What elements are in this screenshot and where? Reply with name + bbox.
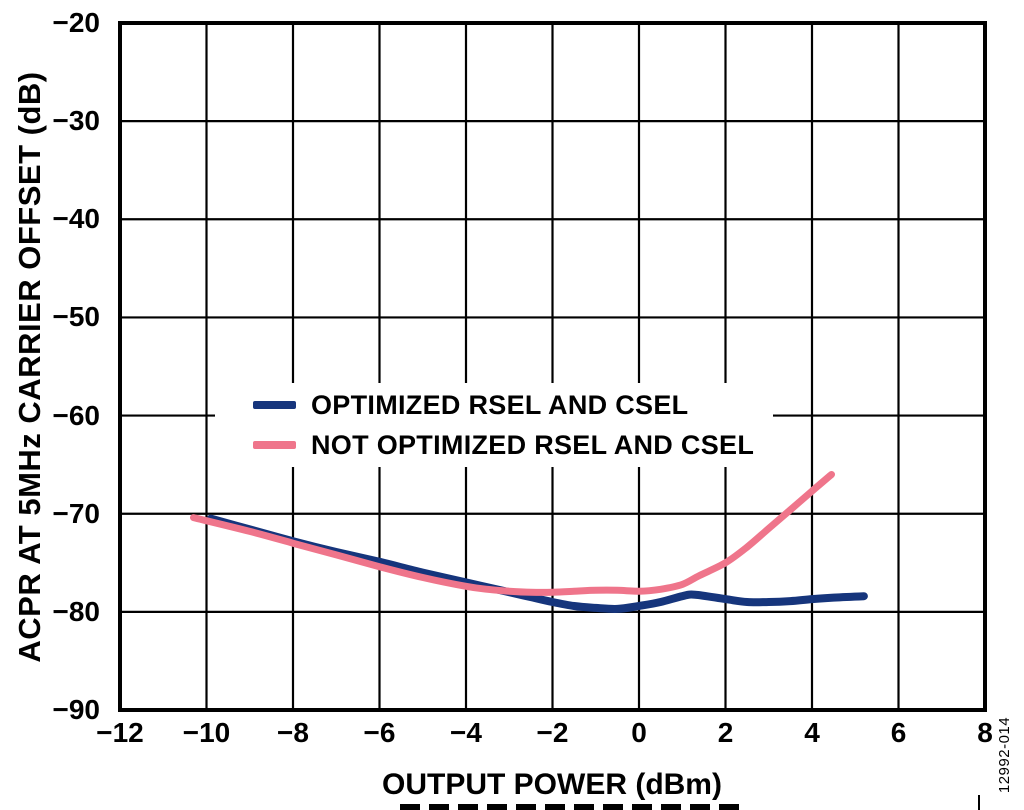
x-tick-label: −4: [450, 717, 482, 748]
x-tick-label: 4: [804, 717, 820, 748]
y-tick-label: −70: [52, 497, 101, 529]
x-tick-label: 8: [977, 717, 993, 748]
y-tick-label: −30: [52, 105, 101, 137]
x-tick-label: 0: [631, 717, 647, 748]
legend-label-not-optimized: NOT OPTIMIZED RSEL AND CSEL: [311, 429, 755, 460]
x-tick-label: 2: [717, 717, 734, 748]
legend-item-optimized: OPTIMIZED RSEL AND CSEL: [215, 388, 773, 422]
series-line-not-optimized: [190, 471, 835, 596]
y-tick-label: −60: [52, 399, 101, 431]
x-tick-label: −2: [536, 717, 569, 748]
y-tick-label: −90: [52, 694, 101, 725]
x-tick-label: −8: [277, 717, 309, 748]
legend-item-not-optimized: NOT OPTIMIZED RSEL AND CSEL: [215, 428, 773, 462]
y-tick-label: −20: [52, 7, 101, 38]
clipped-caption-text-tops: [400, 804, 746, 810]
x-tick-label: −12: [96, 717, 144, 748]
y-tick-label: −80: [52, 595, 101, 627]
x-tick-label: −10: [182, 717, 231, 748]
x-axis-title: OUTPUT POWER (dBm): [382, 768, 722, 801]
plot-frame: [118, 21, 987, 712]
x-tick-label: 6: [890, 717, 907, 748]
legend-marker-optimized-line: [253, 401, 296, 409]
chart-legend: OPTIMIZED RSEL AND CSEL NOT OPTIMIZED RS…: [215, 383, 773, 467]
y-axis-title: ACPR AT 5MHz CARRIER OFFSET (dB): [12, 71, 47, 663]
y-tick-label: −40: [52, 203, 101, 235]
x-tick-label: −6: [363, 717, 396, 748]
legend-label-optimized: OPTIMIZED RSEL AND CSEL: [311, 389, 689, 420]
y-tick-label: −50: [52, 301, 101, 333]
series-line-optimized: [206, 514, 868, 613]
clipped-caption-mark: [978, 795, 980, 810]
legend-marker-not-optimized-line: [253, 441, 296, 449]
